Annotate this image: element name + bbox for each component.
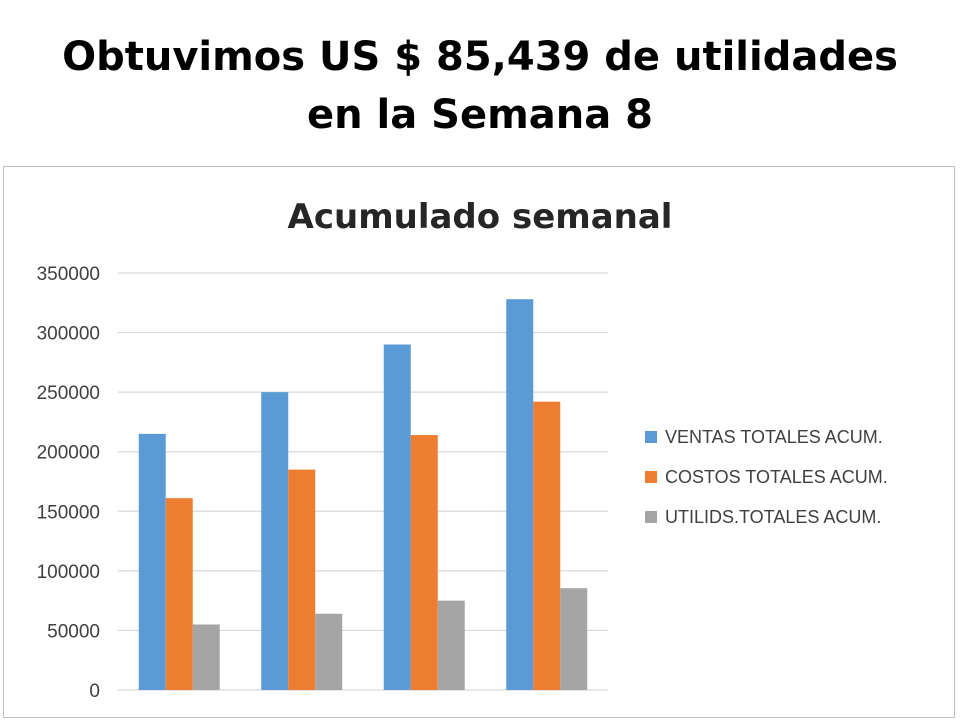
legend-label: UTILIDS.TOTALES ACUM. — [665, 507, 881, 527]
y-tick-label: 250000 — [37, 383, 100, 404]
bar — [138, 433, 166, 690]
legend-label: VENTAS TOTALES ACUM. — [665, 427, 883, 447]
legend-swatch — [645, 511, 657, 523]
y-tick-label: 350000 — [37, 264, 100, 285]
y-tick-label: 0 — [89, 681, 100, 702]
slide-title-line-2: en la Semana 8 — [307, 92, 653, 138]
slide-title: Obtuvimos US $ 85,439 de utilidades en l… — [0, 28, 960, 144]
y-axis: 0 50000 100000 150000 200000 250000 300000 3500… — [37, 264, 100, 702]
bar — [437, 600, 465, 690]
bar — [506, 299, 534, 690]
y-tick-label: 150000 — [37, 502, 100, 523]
bars — [138, 299, 588, 690]
bar — [410, 435, 438, 690]
y-tick-label: 50000 — [47, 621, 100, 642]
bar — [165, 498, 193, 690]
bar — [533, 401, 561, 690]
legend-label: COSTOS TOTALES ACUM. — [665, 467, 888, 487]
bar — [315, 613, 343, 690]
bar — [383, 344, 411, 690]
bar — [261, 392, 289, 690]
y-tick-label: 100000 — [37, 562, 100, 583]
slide-title-line-1: Obtuvimos US $ 85,439 de utilidades — [62, 34, 898, 80]
bar — [288, 469, 316, 690]
y-tick-label: 200000 — [37, 443, 100, 464]
y-tick-label: 300000 — [37, 324, 100, 345]
legend-swatch — [645, 471, 657, 483]
legend-swatch — [645, 431, 657, 443]
legend: VENTAS TOTALES ACUM. COSTOS TOTALES ACUM.… — [645, 427, 888, 527]
bar — [192, 624, 220, 690]
chart-title: Acumulado semanal — [288, 197, 673, 237]
bar — [560, 588, 588, 690]
